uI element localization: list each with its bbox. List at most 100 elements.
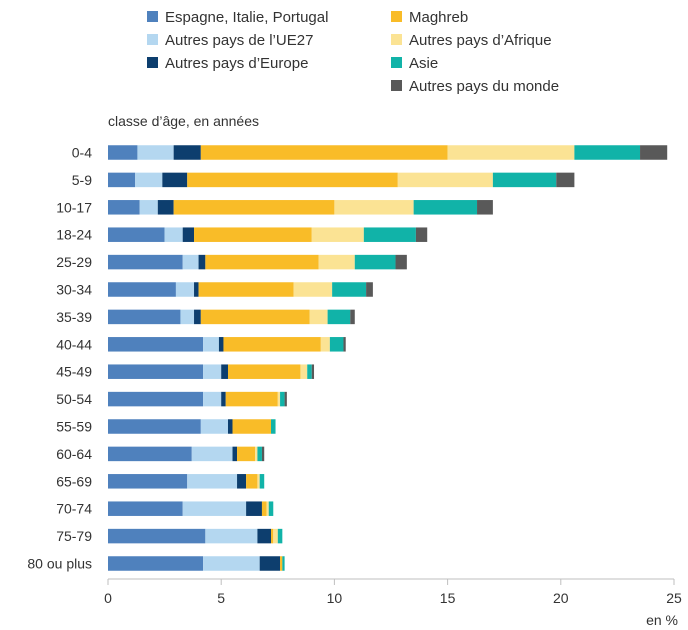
bar-5-9-asie — [492, 172, 557, 188]
bar-35-39-autres-pays-du-monde — [350, 309, 355, 325]
bar-30-34-asie — [332, 282, 367, 297]
x-axis-label: en % — [646, 612, 678, 628]
bar-75-79-autres-pays-d-europe — [257, 528, 272, 544]
bar-60-64-espagne-italie-portugal — [108, 446, 192, 462]
category-label-55-59: 55-59 — [56, 419, 92, 435]
bar-55-59-maghreb — [232, 419, 272, 434]
bar-18-24-autres-pays-du-monde — [415, 227, 428, 242]
bar-80-ou-plus-asie — [282, 556, 285, 571]
bar-0-4-espagne-italie-portugal — [108, 145, 138, 160]
bar-65-69-autres-pays-d-europe — [237, 474, 247, 489]
bar-55-59-autres-pays-d-europe — [227, 419, 233, 434]
bar-50-54-autres-pays-de-l-ue27 — [203, 391, 222, 407]
category-label-18-24: 18-24 — [56, 227, 92, 243]
bar-18-24-autres-pays-d-afrique — [311, 227, 364, 242]
bar-65-69-maghreb — [246, 474, 258, 489]
bar-10-17-autres-pays-d-europe — [157, 200, 174, 215]
bar-18-24-espagne-italie-portugal — [108, 227, 165, 242]
bar-0-4-autres-pays-d-europe — [173, 145, 201, 160]
legend-swatch-autres-pays-de-l-ue27 — [147, 34, 158, 45]
bar-55-59-asie — [271, 419, 276, 434]
legend-label-autres-pays-du-monde: Autres pays du monde — [409, 78, 559, 95]
bar-55-59-autres-pays-de-l-ue27 — [200, 419, 228, 434]
bar-50-54-espagne-italie-portugal — [108, 391, 204, 407]
category-label-10-17: 10-17 — [56, 199, 92, 215]
category-label-30-34: 30-34 — [56, 282, 92, 298]
legend-label-autres-pays-d-afrique: Autres pays d’Afrique — [409, 32, 552, 49]
bar-65-69-espagne-italie-portugal — [108, 474, 188, 489]
bar-75-79-asie — [277, 528, 283, 544]
bar-75-79-autres-pays-de-l-ue27 — [205, 528, 258, 544]
bar-30-34-autres-pays-du-monde — [366, 282, 373, 297]
bar-35-39-autres-pays-d-afrique — [309, 309, 328, 325]
bar-5-9-maghreb — [187, 172, 398, 188]
legend-label-asie: Asie — [409, 55, 438, 72]
x-tick-label-5: 5 — [217, 590, 225, 606]
bar-40-44-autres-pays-d-europe — [218, 337, 224, 352]
bar-55-59-espagne-italie-portugal — [108, 419, 201, 434]
bar-18-24-autres-pays-d-europe — [182, 227, 195, 242]
x-axis-ticks: 0 5 10 15 20 25 — [104, 579, 682, 606]
category-label-35-39: 35-39 — [56, 309, 92, 325]
bar-18-24-autres-pays-de-l-ue27 — [164, 227, 183, 242]
bar-18-24-maghreb — [194, 227, 312, 242]
bar-30-34-autres-pays-de-l-ue27 — [175, 282, 195, 297]
x-tick-label-15: 15 — [440, 590, 456, 606]
bar-25-29-autres-pays-du-monde — [395, 254, 407, 270]
bar-10-17-autres-pays-de-l-ue27 — [139, 200, 158, 215]
bar-80-ou-plus-maghreb — [280, 556, 283, 571]
bar-75-79-espagne-italie-portugal — [108, 528, 206, 544]
bar-80-ou-plus-autres-pays-de-l-ue27 — [203, 556, 260, 571]
legend-swatch-autres-pays-du-monde — [391, 80, 402, 91]
bar-25-29-autres-pays-de-l-ue27 — [182, 254, 199, 270]
bar-60-64-maghreb — [237, 446, 256, 462]
bars — [108, 145, 668, 571]
bar-70-74-espagne-italie-portugal — [108, 501, 183, 516]
x-tick-label-20: 20 — [553, 590, 569, 606]
bar-50-54-asie — [280, 391, 285, 407]
bar-50-54-autres-pays-du-monde — [284, 391, 287, 407]
y-axis-label: classe d’âge, en années — [108, 113, 259, 129]
bar-65-69-autres-pays-d-afrique — [257, 474, 260, 489]
legend-label-maghreb: Maghreb — [409, 9, 468, 26]
category-label-25-29: 25-29 — [56, 254, 92, 270]
bar-5-9-autres-pays-de-l-ue27 — [135, 172, 163, 188]
legend: Espagne, Italie, Portugal Autres pays de … — [147, 9, 559, 95]
bar-25-29-espagne-italie-portugal — [108, 254, 183, 270]
bar-60-64-autres-pays-de-l-ue27 — [191, 446, 233, 462]
x-tick-label-0: 0 — [104, 590, 112, 606]
bar-65-69-autres-pays-de-l-ue27 — [187, 474, 238, 489]
bar-25-29-autres-pays-d-europe — [198, 254, 206, 270]
bar-40-44-autres-pays-du-monde — [343, 337, 346, 352]
bar-45-49-espagne-italie-portugal — [108, 364, 204, 379]
bar-5-9-autres-pays-d-europe — [162, 172, 188, 188]
bar-60-64-autres-pays-du-monde — [261, 446, 265, 462]
bar-18-24-asie — [363, 227, 416, 242]
category-label-50-54: 50-54 — [56, 391, 92, 407]
bar-0-4-autres-pays-de-l-ue27 — [137, 145, 174, 160]
bar-50-54-autres-pays-d-europe — [221, 391, 226, 407]
bar-10-17-autres-pays-d-afrique — [334, 200, 414, 215]
bar-10-17-asie — [413, 200, 478, 215]
bar-65-69-asie — [259, 474, 265, 489]
category-label-45-49: 45-49 — [56, 364, 92, 380]
bar-40-44-autres-pays-de-l-ue27 — [203, 337, 219, 352]
bar-45-49-autres-pays-du-monde — [311, 364, 315, 379]
bar-25-29-asie — [354, 254, 396, 270]
legend-label-autres-pays-d-europe: Autres pays d’Europe — [165, 55, 308, 72]
bar-30-34-autres-pays-d-afrique — [293, 282, 333, 297]
bar-35-39-asie — [327, 309, 351, 325]
category-label-75-79: 75-79 — [56, 528, 92, 544]
category-label-5-9: 5-9 — [72, 172, 92, 188]
category-label-80-ou-plus: 80 ou plus — [27, 556, 92, 572]
bar-35-39-autres-pays-de-l-ue27 — [180, 309, 195, 325]
bar-70-74-asie — [268, 501, 274, 516]
bar-75-79-autres-pays-d-afrique — [273, 528, 278, 544]
legend-label-espagne-italie-portugal: Espagne, Italie, Portugal — [165, 9, 328, 26]
bar-75-79-maghreb — [271, 528, 274, 544]
legend-swatch-maghreb — [391, 11, 402, 22]
bar-10-17-maghreb — [173, 200, 335, 215]
bar-25-29-autres-pays-d-afrique — [318, 254, 355, 270]
bar-60-64-autres-pays-d-europe — [232, 446, 238, 462]
legend-swatch-autres-pays-d-afrique — [391, 34, 402, 45]
